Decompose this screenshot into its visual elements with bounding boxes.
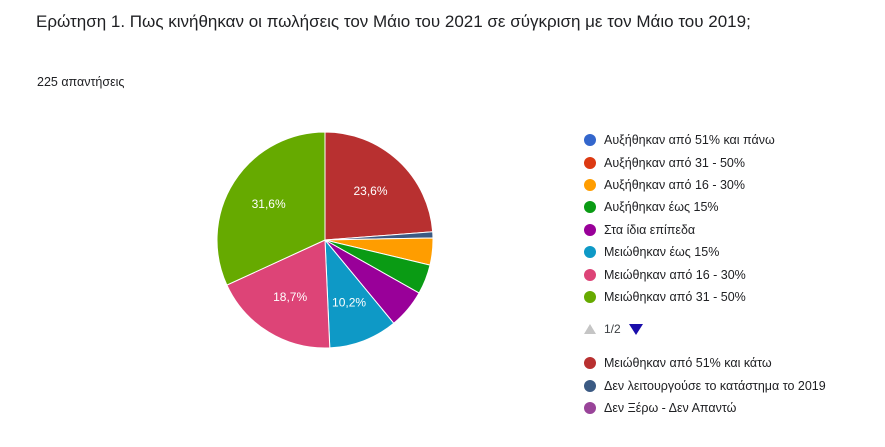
legend-label: Μειώθηκαν έως 15% — [604, 245, 720, 260]
legend-swatch-icon — [584, 379, 596, 392]
question-title: Ερώτηση 1. Πως κινήθηκαν οι πωλήσεις τον… — [36, 12, 751, 31]
legend-swatch-icon — [584, 156, 596, 169]
legend-label: Μειώθηκαν από 16 - 30% — [604, 267, 746, 282]
legend-label: Δεν λειτουργούσε το κατάστημα το 2019 — [604, 378, 826, 393]
legend-label: Αυξήθηκαν από 31 - 50% — [604, 155, 745, 170]
legend-pager: 1/2 — [584, 318, 879, 340]
legend-label: Αυξήθηκαν έως 15% — [604, 200, 719, 215]
legend-swatch-icon — [584, 268, 596, 281]
legend-page-2: Μειώθηκαν από 51% και κάτω Δεν λειτουργού… — [584, 352, 879, 419]
legend-swatch-icon — [584, 134, 596, 147]
legend-label: Αυξήθηκαν από 16 - 30% — [604, 177, 745, 192]
triangle-up-icon — [584, 324, 596, 335]
legend-item: Δεν λειτουργούσε το κατάστημα το 2019 — [584, 375, 879, 397]
legend-item: Αυξήθηκαν από 31 - 50% — [584, 151, 879, 173]
slice-label: 31,6% — [252, 197, 286, 211]
response-count: 225 απαντήσεις — [37, 75, 125, 89]
legend-swatch-icon — [584, 290, 596, 303]
legend-swatch-icon — [584, 201, 596, 214]
legend-label: Στα ίδια επίπεδα — [604, 222, 696, 237]
legend-item: Δεν Ξέρω - Δεν Απαντώ — [584, 397, 879, 419]
legend-item: Μειώθηκαν από 51% και κάτω — [584, 352, 879, 374]
pie-slice — [324, 238, 395, 349]
pie-slice — [216, 131, 326, 286]
legend-item: Μειώθηκαν έως 15% — [584, 241, 879, 263]
chart-legend: Αυξήθηκαν από 51% και πάνω Αυξήθηκαν από … — [584, 129, 879, 419]
legend-item: Αυξήθηκαν έως 15% — [584, 196, 879, 218]
legend-swatch-icon — [584, 178, 596, 191]
legend-item: Αυξήθηκαν από 16 - 30% — [584, 174, 879, 196]
pie-slice — [226, 239, 331, 349]
legend-swatch-icon — [584, 223, 596, 236]
legend-item: Μειώθηκαν από 31 - 50% — [584, 286, 879, 308]
legend-swatch-icon — [584, 246, 596, 259]
legend-label: Μειώθηκαν από 51% και κάτω — [604, 356, 772, 371]
legend-label: Μειώθηκαν από 31 - 50% — [604, 289, 746, 304]
pie-chart: 23,6% 10,2% 18,7% 31,6% — [216, 131, 434, 349]
legend-item: Αυξήθηκαν από 51% και πάνω — [584, 129, 879, 151]
triangle-down-icon[interactable] — [628, 323, 643, 335]
legend-label: Δεν Ξέρω - Δεν Απαντώ — [604, 401, 737, 416]
slice-label: 18,7% — [273, 290, 307, 304]
legend-item: Στα ίδια επίπεδα — [584, 219, 879, 241]
slice-label: 10,2% — [332, 295, 366, 309]
legend-swatch-icon — [584, 402, 596, 415]
pie-slice — [324, 131, 434, 241]
slice-label: 23,6% — [353, 184, 387, 198]
legend-label: Αυξήθηκαν από 51% και πάνω — [604, 133, 775, 148]
pager-text: 1/2 — [604, 322, 621, 337]
legend-swatch-icon — [584, 357, 596, 370]
legend-item: Μειώθηκαν από 16 - 30% — [584, 263, 879, 285]
legend-page-1: Αυξήθηκαν από 51% και πάνω Αυξήθηκαν από … — [584, 129, 879, 308]
